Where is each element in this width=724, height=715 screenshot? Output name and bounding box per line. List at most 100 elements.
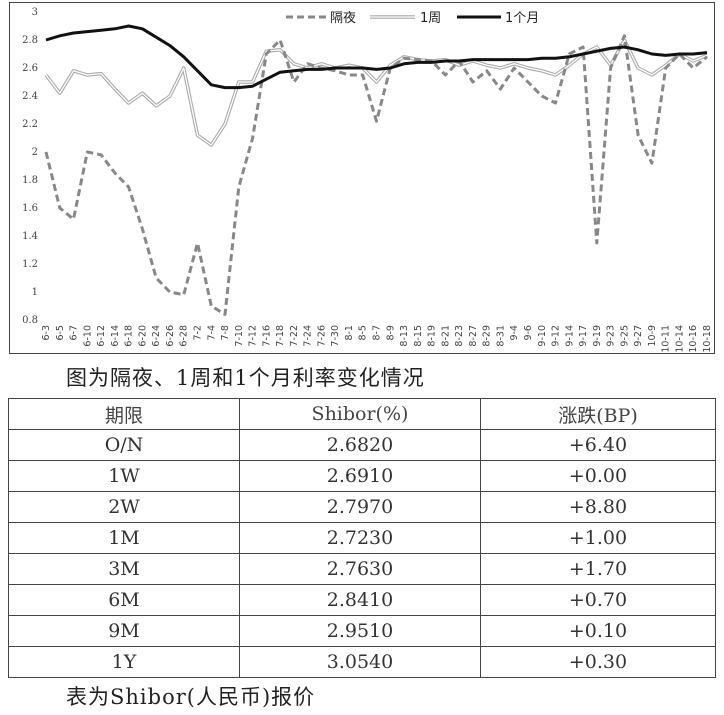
y-tick-label: 2.4 xyxy=(22,91,38,102)
x-tick-label: 8-31 xyxy=(495,325,506,347)
cell-term: 1W xyxy=(8,460,240,492)
x-tick-label: 10-14 xyxy=(674,325,685,353)
y-tick-label: 2.6 xyxy=(22,63,38,74)
cell-change: +1.00 xyxy=(480,522,716,554)
x-tick-label: 6-5 xyxy=(55,325,66,341)
cell-shibor: 2.7630 xyxy=(239,553,481,585)
legend-label: 1个月 xyxy=(505,11,539,26)
header-shibor: Shibor(%) xyxy=(239,398,481,430)
y-tick-label: 1 xyxy=(32,287,38,298)
x-tick-label: 9-25 xyxy=(619,325,630,347)
x-tick-label: 7-18 xyxy=(275,325,286,347)
chart-caption: 图为隔夜、1周和1个月利率变化情况 xyxy=(66,366,425,390)
table-row: 2W 2.7970 +8.80 xyxy=(8,491,716,523)
shibor-quote-table: 期限 Shibor(%) 涨跌(BP) O/N 2.6820 +6.40 1W 2.69… xyxy=(8,398,716,678)
x-tick-label: 6-7 xyxy=(69,325,80,341)
x-tick-label: 9-6 xyxy=(523,325,534,341)
y-tick-label: 1.4 xyxy=(22,231,38,242)
series-line-1m xyxy=(45,24,708,90)
x-tick-label: 9-27 xyxy=(633,325,644,347)
x-tick-label: 10-16 xyxy=(688,325,699,353)
legend-label: 隔夜 xyxy=(330,11,356,26)
x-tick-label: 8-21 xyxy=(440,325,451,347)
table-row: O/N 2.6820 +6.40 xyxy=(8,429,716,461)
chart-legend: 隔夜 1周 1个月 xyxy=(286,11,539,26)
x-tick-label: 6-20 xyxy=(137,325,148,347)
table-row: 6M 2.8410 +0.70 xyxy=(8,584,716,616)
y-tick-label: 1.6 xyxy=(22,203,38,214)
x-tick-label: 10-18 xyxy=(702,325,713,353)
table-row: 1M 2.7230 +1.00 xyxy=(8,522,716,554)
cell-term: 2W xyxy=(8,491,240,523)
table-row: 1W 2.6910 +0.00 xyxy=(8,460,716,492)
series-line-overnight xyxy=(44,34,708,316)
x-tick-label: 8-9 xyxy=(385,325,396,341)
chart-frame: 隔夜 1周 1个月 3 2.8 2.6 2.4 2.2 2 1.8 1.6 1.4 1.2 1 0.8 6… xyxy=(9,2,715,354)
x-tick-label: 7-16 xyxy=(261,325,272,347)
x-tick-label: 6-12 xyxy=(96,325,107,347)
x-tick-label: 9-10 xyxy=(537,325,548,347)
table-row: 3M 2.7630 +1.70 xyxy=(8,553,716,585)
table-row: 1Y 3.0540 +0.30 xyxy=(8,646,716,678)
x-tick-label: 9-14 xyxy=(564,325,575,347)
x-tick-label: 9-4 xyxy=(509,325,520,341)
cell-change: +0.70 xyxy=(480,584,716,616)
x-tick-label: 6-18 xyxy=(124,325,135,347)
x-tick-label: 8-7 xyxy=(372,325,383,341)
line-chart: 隔夜 1周 1个月 3 2.8 2.6 2.4 2.2 2 1.8 1.6 1.4 1.2 1 0.8 6… xyxy=(22,7,713,353)
cell-change: +0.30 xyxy=(480,646,716,678)
x-tick-label: 6-10 xyxy=(82,325,93,347)
x-tick-label: 8-29 xyxy=(482,325,493,347)
x-tick-label: 9-12 xyxy=(551,325,562,347)
x-tick-label: 9-23 xyxy=(606,325,617,347)
table-row: 9M 2.9510 +0.10 xyxy=(8,615,716,647)
x-tick-label: 7-24 xyxy=(303,325,314,347)
y-tick-label: 1.2 xyxy=(22,259,38,270)
cell-change: +1.70 xyxy=(480,553,716,585)
cell-shibor: 3.0540 xyxy=(239,646,481,678)
header-term: 期限 xyxy=(8,398,240,430)
x-axis: 6-3 6-5 6-7 6-10 6-12 6-14 6-18 6-20 6-24 6-26 6-2… xyxy=(41,325,713,353)
cell-shibor: 2.6820 xyxy=(239,429,481,461)
x-tick-label: 6-14 xyxy=(110,325,121,347)
cell-term: 9M xyxy=(8,615,240,647)
x-tick-label: 10-9 xyxy=(647,325,658,347)
y-tick-label: 1.8 xyxy=(22,175,38,186)
x-tick-label: 6-24 xyxy=(151,325,162,347)
x-tick-label: 8-13 xyxy=(399,325,410,347)
x-tick-label: 9-17 xyxy=(578,325,589,347)
x-tick-label: 7-10 xyxy=(234,325,245,347)
x-tick-label: 6-28 xyxy=(179,325,190,347)
x-tick-label: 7-8 xyxy=(220,325,231,341)
x-tick-label: 7-12 xyxy=(248,325,259,347)
cell-change: +8.80 xyxy=(480,491,716,523)
x-tick-label: 10-11 xyxy=(661,325,672,353)
x-tick-label: 8-1 xyxy=(344,325,355,341)
cell-shibor: 2.8410 xyxy=(239,584,481,616)
legend-label: 1周 xyxy=(420,11,441,26)
cell-change: +6.40 xyxy=(480,429,716,461)
x-tick-label: 7-26 xyxy=(316,325,327,347)
table-caption: 表为Shibor(人民币)报价 xyxy=(66,685,316,709)
cell-term: 3M xyxy=(8,553,240,585)
x-tick-label: 6-26 xyxy=(165,325,176,347)
cell-term: O/N xyxy=(8,429,240,461)
table-header-row: 期限 Shibor(%) 涨跌(BP) xyxy=(8,398,716,430)
series-lines xyxy=(44,24,708,316)
y-axis: 3 2.8 2.6 2.4 2.2 2 1.8 1.6 1.4 1.2 1 0.8 xyxy=(22,7,38,326)
cell-change: +0.10 xyxy=(480,615,716,647)
x-tick-label: 8-23 xyxy=(454,325,465,347)
x-tick-label: 8-19 xyxy=(427,325,438,347)
header-change: 涨跌(BP) xyxy=(480,398,716,430)
y-tick-label: 3 xyxy=(32,7,38,18)
cell-shibor: 2.7970 xyxy=(239,491,481,523)
cell-shibor: 2.6910 xyxy=(239,460,481,492)
x-tick-label: 7-30 xyxy=(330,325,341,347)
cell-term: 6M xyxy=(8,584,240,616)
cell-term: 1Y xyxy=(8,646,240,678)
cell-term: 1M xyxy=(8,522,240,554)
x-tick-label: 7-22 xyxy=(289,325,300,347)
y-tick-label: 2 xyxy=(32,147,38,158)
cell-shibor: 2.7230 xyxy=(239,522,481,554)
y-tick-label: 2.2 xyxy=(22,119,38,130)
